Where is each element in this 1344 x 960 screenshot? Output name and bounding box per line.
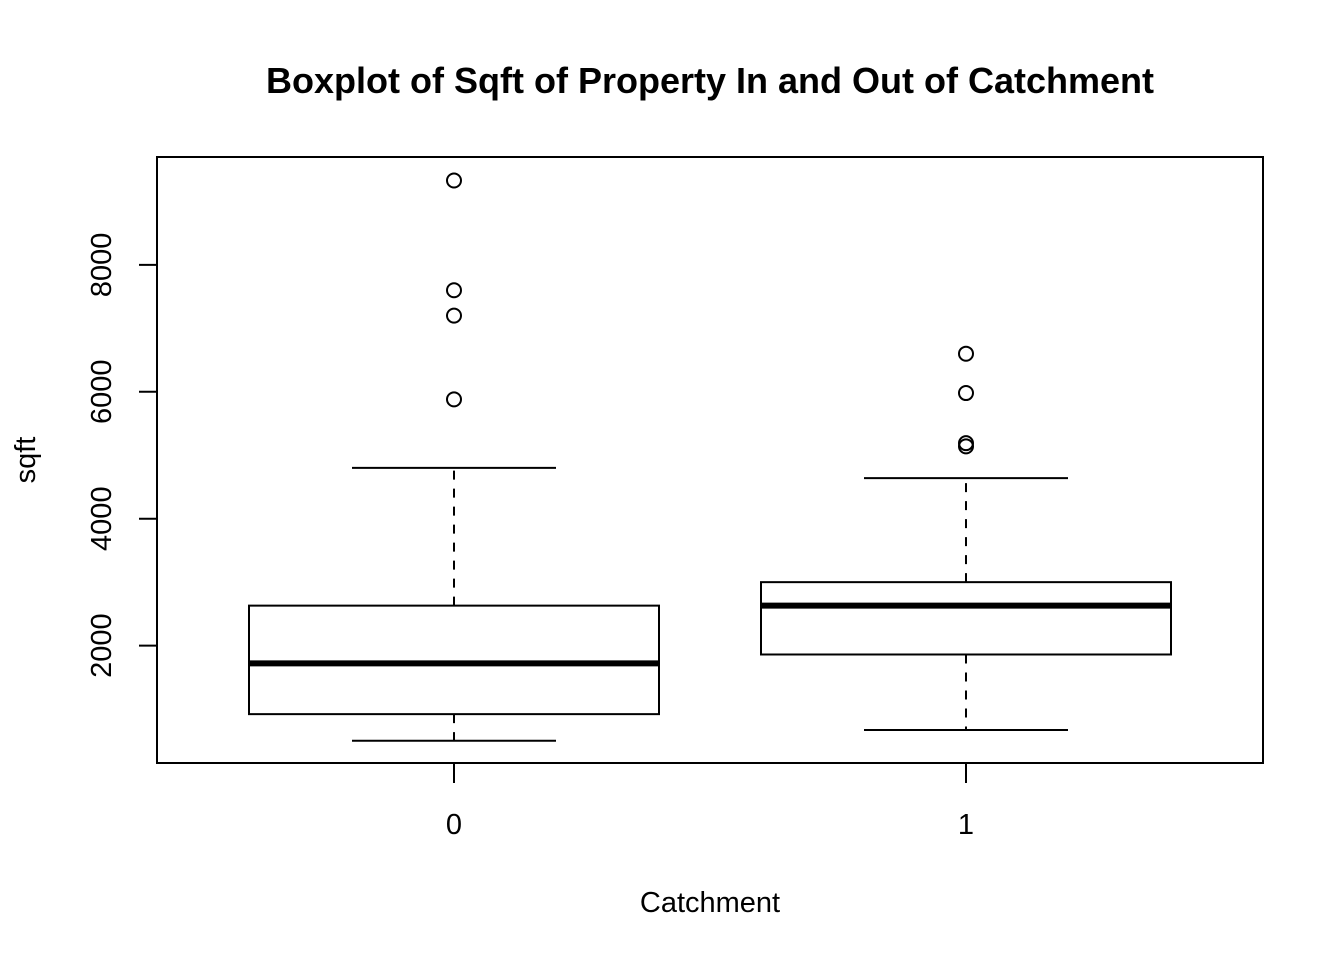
- x-tick-label: 0: [446, 809, 462, 841]
- outlier-point: [958, 438, 974, 455]
- y-tick-label: 6000: [86, 360, 118, 425]
- outlier-point: [446, 282, 462, 299]
- x-tick-label: 1: [958, 809, 974, 841]
- x-axis-label: Catchment: [640, 887, 780, 919]
- outlier-point: [958, 345, 974, 362]
- box-group-1: [760, 345, 1172, 732]
- y-tick-label: 8000: [86, 233, 118, 298]
- boxes: [248, 172, 1172, 742]
- outlier-point: [958, 385, 974, 402]
- y-tick-label: 2000: [86, 613, 118, 678]
- iqr-box: [248, 604, 660, 716]
- iqr-box: [760, 581, 1172, 656]
- y-axis: 2000 4000 6000 8000: [86, 233, 158, 678]
- y-tick-label: 4000: [86, 486, 118, 551]
- y-axis-label: sqft: [10, 437, 42, 484]
- outlier-point: [958, 435, 974, 452]
- chart-title: Boxplot of Sqft of Property In and Out o…: [266, 60, 1154, 101]
- box-group-0: [248, 172, 660, 742]
- outlier-point: [446, 172, 462, 189]
- outlier-point: [446, 307, 462, 324]
- outlier-point: [446, 391, 462, 408]
